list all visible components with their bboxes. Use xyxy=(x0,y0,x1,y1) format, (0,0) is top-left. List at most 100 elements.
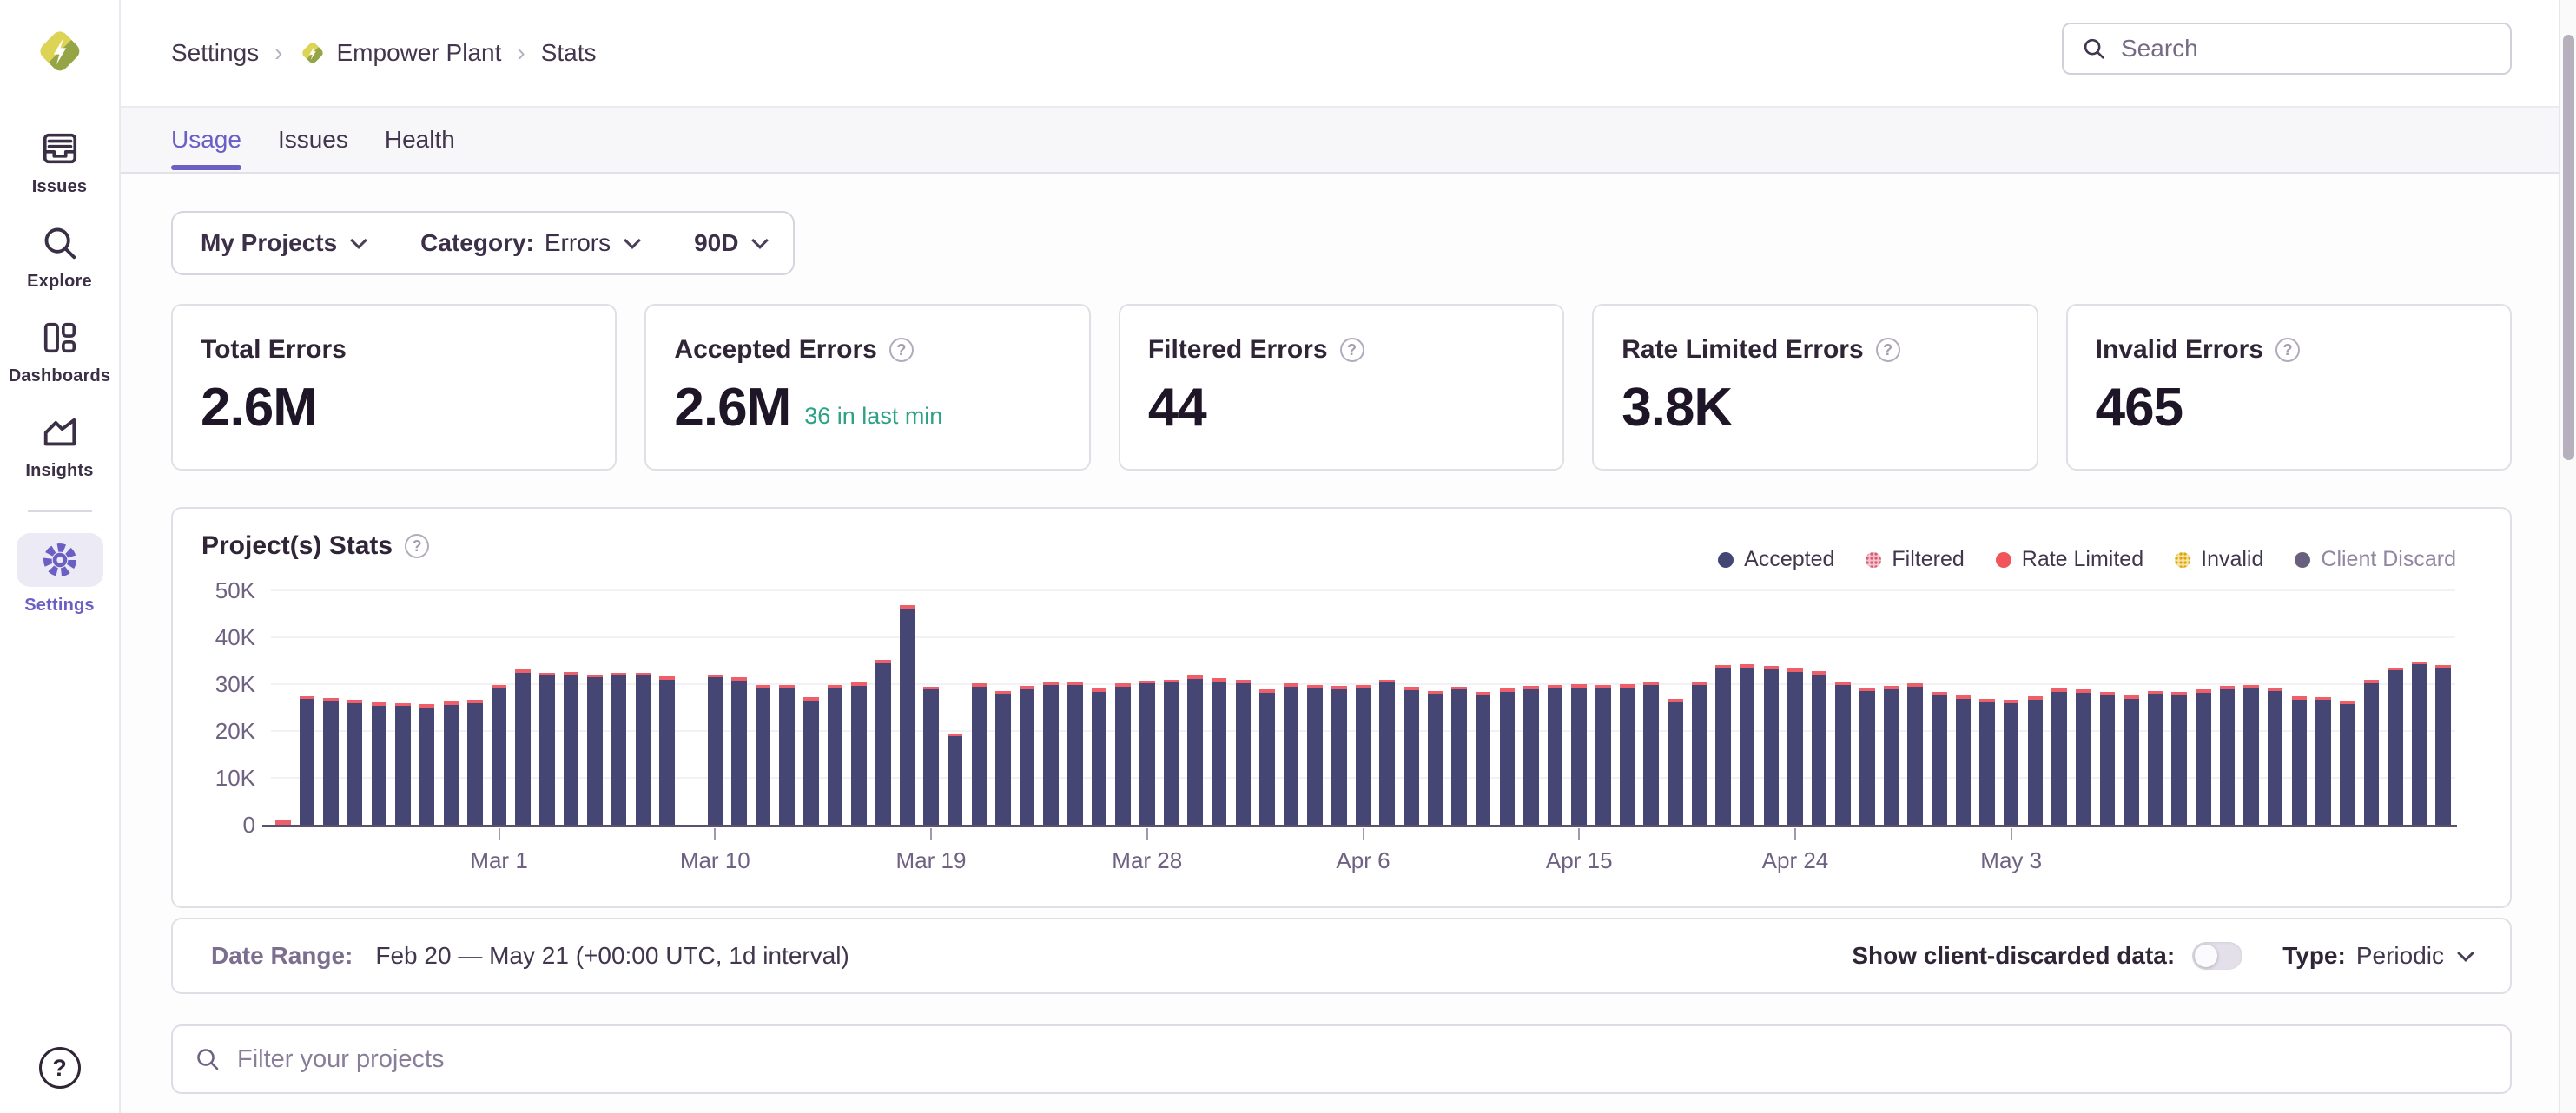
bar-rate-limited-segment xyxy=(1523,686,1539,689)
chart-bar xyxy=(1932,691,1947,825)
question-circle-icon[interactable]: ? xyxy=(1339,338,1364,362)
question-circle-icon[interactable]: ? xyxy=(405,534,430,558)
chart-bar xyxy=(2243,685,2259,825)
bar-rate-limited-segment xyxy=(515,669,531,674)
breadcrumb-project[interactable]: Empower Plant xyxy=(299,36,501,70)
chart-bar xyxy=(299,695,315,825)
bar-rate-limited-segment xyxy=(1283,683,1299,688)
legend-dot-icon xyxy=(2295,551,2311,568)
stat-card-value: 2.6M xyxy=(674,378,791,438)
bar-rate-limited-segment xyxy=(347,699,363,703)
sidebar-divider xyxy=(27,510,92,512)
tab-health[interactable]: Health xyxy=(384,126,455,153)
bar-accepted-segment xyxy=(1139,683,1155,825)
bar-rate-limited-segment xyxy=(1571,684,1587,688)
bar-rate-limited-segment xyxy=(1787,668,1803,672)
stat-card-title: Invalid Errors xyxy=(2095,335,2264,364)
chart-bar xyxy=(419,704,435,825)
question-circle-icon[interactable]: ? xyxy=(888,338,914,362)
gridline xyxy=(271,589,2455,591)
sidebar-nav: Issues Explore Dashboards xyxy=(0,128,119,642)
bar-rate-limited-segment xyxy=(467,700,483,704)
bar-accepted-segment xyxy=(1739,668,1755,825)
bar-rate-limited-segment xyxy=(1091,688,1107,692)
tab-usage[interactable]: Usage xyxy=(171,108,241,172)
chart-bar xyxy=(1859,687,1875,825)
chart-bar xyxy=(1259,688,1275,825)
legend-item-client-discard[interactable]: Client Discard xyxy=(2295,547,2456,572)
legend-item-filtered[interactable]: Filtered xyxy=(1866,547,1965,572)
sidebar-item-settings[interactable]: Settings xyxy=(0,533,119,616)
org-logo-icon[interactable] xyxy=(34,17,86,85)
bar-accepted-segment xyxy=(923,689,939,825)
chart-bar xyxy=(2267,687,2283,825)
legend-label: Accepted xyxy=(1744,547,1835,571)
sidebar-item-insights[interactable]: Insights xyxy=(0,412,119,481)
bar-accepted-segment xyxy=(1932,695,1947,825)
bar-rate-limited-segment xyxy=(1235,680,1252,683)
breadcrumb-separator: › xyxy=(274,39,283,66)
gridline xyxy=(271,636,2455,638)
bar-rate-limited-segment xyxy=(491,684,507,688)
bar-accepted-segment xyxy=(1571,687,1587,825)
sidebar-item-explore[interactable]: Explore xyxy=(0,223,119,292)
search-input[interactable] xyxy=(2121,35,2493,63)
legend-label: Invalid xyxy=(2201,547,2264,571)
chart-bar xyxy=(1883,686,1899,825)
bar-accepted-segment xyxy=(395,706,411,825)
question-circle-icon[interactable]: ? xyxy=(1875,338,1900,362)
bar-rate-limited-segment xyxy=(2171,691,2187,695)
chart-bar xyxy=(539,672,555,825)
chart-bar xyxy=(2196,688,2211,825)
chart-bar xyxy=(875,660,891,825)
bar-rate-limited-segment xyxy=(1955,695,1972,699)
chart-bar xyxy=(1187,675,1203,825)
legend-item-invalid[interactable]: Invalid xyxy=(2175,547,2263,572)
bar-rate-limited-segment xyxy=(1763,665,1780,669)
chart-bar xyxy=(1355,684,1371,825)
stat-card-value: 3.8K xyxy=(1622,378,1733,438)
projects-dropdown[interactable]: My Projects xyxy=(173,213,393,273)
chart-bar xyxy=(1523,686,1539,825)
bar-rate-limited-segment xyxy=(2339,701,2355,705)
chart-bar xyxy=(611,672,627,825)
breadcrumb-settings[interactable]: Settings xyxy=(171,39,260,66)
project-filter-input[interactable] xyxy=(237,1044,2489,1074)
category-dropdown[interactable]: Category: Errors xyxy=(393,213,666,273)
bar-accepted-segment xyxy=(827,688,843,825)
bar-rate-limited-segment xyxy=(731,676,747,681)
chart-bar xyxy=(2027,696,2044,825)
chart-bar xyxy=(1571,684,1587,825)
legend-item-accepted[interactable]: Accepted xyxy=(1718,547,1834,572)
bar-accepted-segment xyxy=(1907,686,1923,825)
client-discard-toggle[interactable] xyxy=(2192,942,2243,970)
bar-rate-limited-segment xyxy=(947,733,963,737)
scrollbar-track[interactable] xyxy=(2559,0,2576,1113)
stat-card-value: 465 xyxy=(2095,378,2183,438)
legend-item-rate-limited[interactable]: Rate Limited xyxy=(1995,547,2143,572)
bar-rate-limited-segment xyxy=(2291,696,2308,700)
help-circle-icon[interactable]: ? xyxy=(38,1047,81,1089)
bar-accepted-segment xyxy=(611,675,627,825)
type-dropdown[interactable]: Periodic xyxy=(2356,942,2474,970)
scrollbar-thumb[interactable] xyxy=(2563,35,2574,460)
bar-rate-limited-segment xyxy=(1547,685,1563,688)
bar-rate-limited-segment xyxy=(1668,698,1683,702)
stat-card-value: 2.6M xyxy=(201,378,318,438)
sidebar-item-dashboards[interactable]: Dashboards xyxy=(0,318,119,386)
bar-accepted-segment xyxy=(2003,703,2019,825)
y-axis-tick-label: 50K xyxy=(215,577,255,603)
chart-bar xyxy=(1475,692,1491,825)
chart-bar xyxy=(2171,691,2187,825)
breadcrumb-stats: Stats xyxy=(540,39,597,66)
chart-bar xyxy=(995,690,1011,825)
bar-accepted-segment xyxy=(635,675,651,825)
question-circle-icon[interactable]: ? xyxy=(2275,338,2301,362)
bar-accepted-segment xyxy=(1811,674,1827,825)
period-dropdown[interactable]: 90D xyxy=(666,213,793,273)
sidebar-item-issues[interactable]: Issues xyxy=(0,128,119,197)
bar-rate-limited-segment xyxy=(395,702,411,707)
tab-issues[interactable]: Issues xyxy=(277,126,348,153)
chart-bar xyxy=(1451,686,1467,825)
x-axis-tick-label: Mar 1 xyxy=(470,847,528,873)
